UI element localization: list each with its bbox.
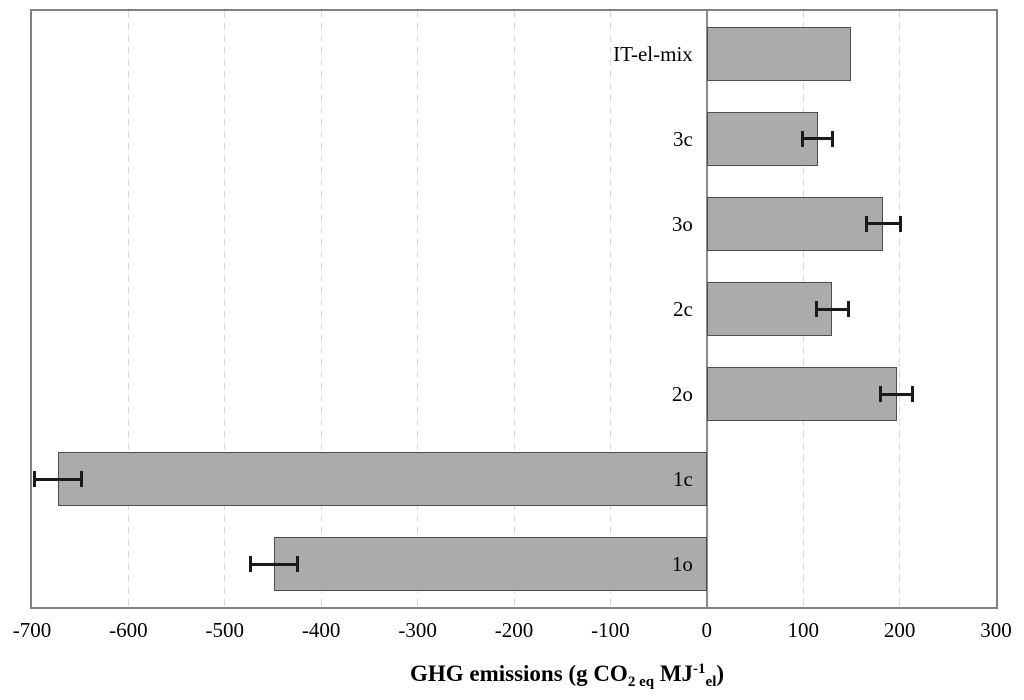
- error-bar-cap-left-2c: [814, 301, 818, 317]
- x-tick-label--700: -700: [12, 618, 52, 642]
- error-bar-2o: [880, 392, 914, 396]
- error-bar-3o: [865, 222, 901, 226]
- plot-area: IT-el-mix 3c 3o 2c 2o 1c 1o: [30, 9, 998, 609]
- x-tick-label-0: 0: [701, 618, 713, 642]
- error-bar-cap-right-3o: [898, 215, 902, 232]
- x-tick-label--200: -200: [494, 618, 534, 642]
- x-tick-label--100: -100: [591, 618, 630, 642]
- category-label-1c: 1c: [672, 467, 693, 491]
- category-label-IT-el-mix: IT-el-mix: [613, 42, 693, 66]
- bar-1c: [58, 452, 707, 506]
- category-label-1o: 1o: [671, 552, 693, 576]
- gridline--200: [513, 11, 515, 607]
- gridline--100: [609, 11, 611, 607]
- category-label-3o: 3o: [671, 212, 693, 236]
- x-tick-label-300: 300: [980, 618, 1012, 642]
- x-tick-label--400: -400: [301, 618, 341, 642]
- gridline--300: [417, 11, 419, 607]
- error-bar-cap-left-3c: [801, 130, 805, 147]
- bar-3c: [706, 112, 818, 166]
- error-bar-1c: [33, 477, 83, 481]
- x-axis-title-sup-minus1: -1: [693, 661, 706, 677]
- x-tick-label--500: -500: [205, 618, 245, 642]
- error-bar-cap-left-2o: [879, 386, 883, 403]
- error-bar-cap-right-3c: [831, 130, 835, 147]
- x-tick-label--600: -600: [109, 618, 148, 642]
- category-label-2o: 2o: [671, 382, 693, 406]
- error-bar-cap-left-1c: [32, 471, 36, 488]
- gridline--400: [320, 11, 322, 607]
- error-bar-cap-left-3o: [864, 215, 868, 232]
- error-bar-cap-right-2c: [846, 301, 850, 317]
- bar-2c: [706, 282, 833, 336]
- category-label-3c: 3c: [672, 127, 693, 151]
- category-label-2c: 2c: [672, 297, 693, 321]
- bar-3o: [706, 197, 884, 251]
- bar-2o: [706, 367, 897, 421]
- bar-1o: [273, 537, 707, 591]
- error-bar-3c: [802, 137, 834, 141]
- x-axis-title-prefix: GHG emissions (g CO: [409, 661, 628, 686]
- error-bar-1o: [249, 562, 299, 566]
- bar-IT-el-mix: [706, 27, 852, 81]
- error-bar-cap-left-1o: [248, 556, 252, 573]
- gridline--600: [127, 11, 129, 607]
- x-tick-label-100: 100: [787, 618, 819, 642]
- error-bar-cap-right-1o: [296, 556, 300, 573]
- x-tick-label--300: -300: [398, 618, 437, 642]
- error-bar-cap-right-2o: [911, 386, 915, 403]
- x-tick-label-200: 200: [883, 618, 916, 642]
- gridline--500: [224, 11, 226, 607]
- x-axis-title-sub-2eq: 2 eq: [627, 674, 655, 690]
- x-axis-title-sub-el: el: [705, 674, 717, 690]
- x-axis-title: GHG emissions (g CO2 eq MJ-1el): [409, 661, 725, 690]
- x-axis-title-suffix: ): [716, 661, 725, 686]
- error-bar-2c: [815, 307, 849, 311]
- x-axis-title-mid: MJ: [654, 661, 694, 686]
- gridline-200: [899, 11, 901, 607]
- plot-inner: IT-el-mix 3c 3o 2c 2o 1c 1o: [32, 11, 996, 607]
- error-bar-cap-right-1c: [80, 471, 84, 488]
